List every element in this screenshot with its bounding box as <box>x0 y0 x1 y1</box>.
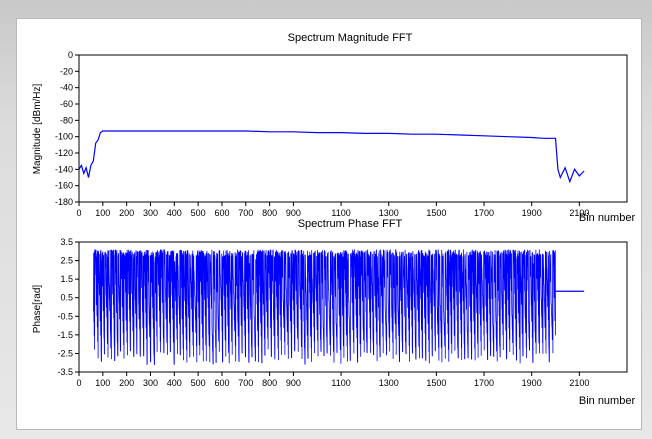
magnitude-y-tick-label: 0 <box>68 50 73 60</box>
chart-panel: Spectrum Magnitude FFT Magnitude [dBm/Hz… <box>16 18 642 430</box>
phase-x-tick-label: 500 <box>191 378 206 388</box>
magnitude-x-tick-label: 1500 <box>426 208 446 218</box>
phase-series <box>93 249 585 365</box>
phase-y-tick-label: 3.5 <box>60 237 73 247</box>
phase-x-tick-label: 600 <box>214 378 229 388</box>
phase-y-tick-label: -1.5 <box>57 330 73 340</box>
phase-x-tick-label: 2100 <box>569 378 589 388</box>
magnitude-y-tick-label: -80 <box>60 115 73 125</box>
magnitude-line <box>78 130 585 184</box>
phase-x-tick-label: 1300 <box>379 378 399 388</box>
magnitude-y-tick-label: -120 <box>55 148 73 158</box>
phase-x-tick-label: 800 <box>262 378 277 388</box>
magnitude-x-tick-label: 200 <box>119 208 134 218</box>
phase-x-tick-label: 400 <box>167 378 182 388</box>
magnitude-x-tick-label: 900 <box>286 208 301 218</box>
magnitude-x-tick-label: 800 <box>262 208 277 218</box>
magnitude-x-tick-label: 400 <box>167 208 182 218</box>
phase-x-tick-label: 900 <box>286 378 301 388</box>
magnitude-chart: Spectrum Magnitude FFT Magnitude [dBm/Hz… <box>32 32 635 224</box>
phase-y-tick-label: -3.5 <box>57 367 73 377</box>
phase-axes: 0 100 200 300 400 500 600 700 800 900 1100 1300 1500… <box>57 237 589 388</box>
magnitude-y-tick-label: -60 <box>60 99 73 109</box>
phase-xlabel: Bin number <box>579 395 636 407</box>
magnitude-x-tick-label: 1100 <box>331 208 350 218</box>
phase-y-tick-label: 2.5 <box>60 256 73 266</box>
magnitude-plot-area <box>78 54 628 203</box>
phase-x-tick-label: 700 <box>238 378 253 388</box>
magnitude-x-tick-label: 600 <box>214 208 229 218</box>
magnitude-x-tick-label: 0 <box>76 208 81 218</box>
spectrum-plots: Spectrum Magnitude FFT Magnitude [dBm/Hz… <box>32 32 635 407</box>
magnitude-xlabel: Bin number <box>579 212 636 224</box>
phase-y-tick-label: 1.5 <box>60 274 73 284</box>
magnitude-x-tick-label: 1300 <box>379 208 399 218</box>
phase-x-tick-label: 200 <box>119 378 134 388</box>
phase-plot-area <box>78 241 628 373</box>
magnitude-y-tick-label: -140 <box>55 164 73 174</box>
phase-x-tick-label: 100 <box>95 378 110 388</box>
phase-x-tick-label: 1500 <box>426 378 446 388</box>
magnitude-y-tick-label: -160 <box>55 181 73 191</box>
magnitude-x-tick-label: 500 <box>191 208 206 218</box>
phase-x-tick-label: 1700 <box>474 378 494 388</box>
magnitude-series <box>78 130 585 184</box>
phase-line <box>93 249 556 365</box>
phase-title: Spectrum Phase FFT <box>298 218 403 230</box>
phase-y-tick-label: -0.5 <box>57 311 73 321</box>
magnitude-y-tick-label: -20 <box>60 66 73 76</box>
magnitude-y-tick-label: -40 <box>60 83 73 93</box>
magnitude-y-tick-label: -100 <box>55 132 73 142</box>
phase-x-tick-label: 300 <box>143 378 158 388</box>
magnitude-x-tick-label: 700 <box>238 208 253 218</box>
phase-ylabel: Phase[rad] <box>32 285 43 334</box>
phase-y-tick-label: -2.5 <box>57 348 73 358</box>
magnitude-x-tick-label: 2100 <box>569 208 589 218</box>
magnitude-y-tick-label: -180 <box>55 197 73 207</box>
magnitude-axes: 0 100 200 300 400 500 600 700 800 900 1100 1300 1500… <box>55 50 589 218</box>
phase-x-tick-label: 0 <box>76 378 81 388</box>
magnitude-x-tick-label: 100 <box>95 208 110 218</box>
magnitude-x-tick-label: 1900 <box>522 208 542 218</box>
phase-x-tick-label: 1100 <box>331 378 350 388</box>
magnitude-ylabel: Magnitude [dBm/Hz] <box>32 83 43 174</box>
magnitude-x-tick-label: 1700 <box>474 208 494 218</box>
magnitude-title: Spectrum Magnitude FFT <box>288 32 413 44</box>
magnitude-x-tick-label: 300 <box>143 208 158 218</box>
phase-y-tick-label: 0.5 <box>60 293 73 303</box>
phase-x-tick-label: 1900 <box>522 378 542 388</box>
phase-chart: Spectrum Phase FFT Phase[rad] Bin number… <box>32 218 635 407</box>
